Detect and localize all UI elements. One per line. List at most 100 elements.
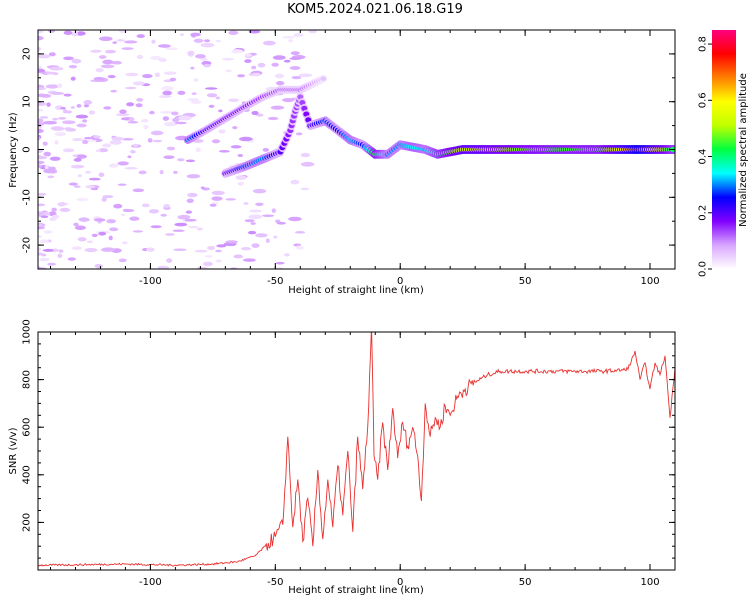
y-tick-label: -20: [22, 237, 33, 253]
spectrogram-speckle: [127, 155, 132, 159]
spectrogram-speckle: [45, 71, 58, 75]
spectrogram-speckle: [100, 64, 115, 69]
colorbar-tick-label: 0.6: [698, 92, 709, 108]
spectrogram-speckle: [143, 124, 149, 130]
spectrogram-speckle: [243, 202, 249, 205]
spectrogram-speckle: [52, 117, 59, 121]
snr-x-label: Height of straight line (km): [288, 585, 424, 596]
spectrogram-speckle: [283, 59, 291, 63]
spectrogram-speckle: [251, 65, 257, 70]
spectrogram-speckle: [117, 183, 127, 186]
spectrogram-speckle: [38, 46, 42, 52]
y-tick-label: 10: [22, 95, 33, 108]
spectrogram-speckle: [65, 110, 72, 114]
spectrogram-speckle: [104, 49, 117, 54]
spectrogram-speckle: [289, 57, 302, 60]
spectrogram-speckle: [99, 36, 113, 42]
spectrogram-speckle: [124, 40, 138, 44]
spectrogram-speckle: [288, 216, 302, 222]
spectrogram-speckle: [46, 102, 51, 107]
spectrogram-speckle: [102, 195, 114, 199]
spectrogram-speckle: [43, 120, 57, 125]
spectrogram-speckle: [160, 111, 174, 114]
spectrogram-speckle: [109, 227, 119, 232]
spectrogram-speckle: [74, 225, 86, 231]
spectrogram-speckle: [54, 132, 67, 137]
spectrogram-speckle: [209, 203, 217, 207]
spectrogram-speckle: [158, 95, 172, 98]
spectrogram-speckle: [151, 39, 156, 44]
spectrogram-speckle: [160, 57, 166, 63]
colorbar-tick-label: 0.4: [698, 149, 709, 165]
spectrogram-speckle: [98, 231, 107, 236]
spectrogram-speckle: [190, 32, 197, 38]
spectrogram-speckle: [58, 249, 64, 253]
spectrogram-speckle: [115, 113, 130, 117]
spectrogram-speckle: [270, 105, 285, 110]
spectrogram-speckle: [207, 245, 216, 251]
spectrogram-speckle: [42, 248, 54, 252]
spectrogram-speckle: [57, 83, 63, 89]
spectrogram-speckle: [108, 163, 119, 168]
x-tick-label: 100: [640, 276, 659, 287]
spectrogram-speckle: [86, 139, 97, 142]
x-tick-label: 0: [397, 276, 403, 287]
spectrogram-speckle: [119, 109, 127, 114]
spectrogram-speckle: [215, 39, 222, 43]
spectrogram-speckle: [150, 130, 164, 136]
spectrogram-speckle: [118, 258, 127, 263]
spectrogram-speckle: [166, 146, 176, 151]
spectrogram-speckle: [232, 126, 238, 130]
spectrogram-speckle: [111, 60, 122, 65]
spectrogram-speckle: [84, 136, 93, 140]
spectrogram-speckle: [42, 141, 48, 146]
spectrogram-speckle: [68, 65, 78, 69]
spectrogram-speckle: [38, 203, 46, 207]
x-tick-label: -50: [267, 276, 283, 287]
chart-title: KOM5.2024.021.06.18.G19: [287, 2, 463, 17]
spectrogram-speckle: [43, 168, 58, 174]
spectrogram-speckle: [65, 127, 77, 132]
spectrogram-speckle: [276, 221, 286, 225]
x-tick-label: 100: [640, 577, 659, 588]
spectrogram-speckle: [48, 30, 55, 33]
spectrogram-speckle: [177, 90, 186, 96]
spectrogram-speckle: [195, 147, 201, 153]
spectrogram-speckle: [248, 214, 263, 220]
spectrogram-speckle: [208, 104, 215, 108]
spectrogram-speckle: [162, 116, 170, 121]
spectrogram-speckle: [249, 209, 262, 213]
spectrogram-speckle: [38, 136, 41, 141]
spectrogram-speckle: [63, 56, 74, 61]
spectrogram-speckle: [135, 103, 143, 108]
spectrogram-speckle: [237, 181, 244, 186]
spectrogram-speckle: [146, 247, 155, 252]
spectrogram-speckle: [82, 139, 89, 145]
spectrogram-speckle: [228, 98, 240, 102]
spectrogram-speckle: [93, 218, 106, 222]
spectrogram-speckle: [110, 89, 118, 93]
spectrogram-speckle: [38, 87, 47, 91]
spectrogram-speckle: [161, 86, 174, 91]
colorbar-tick-label: 0.2: [698, 205, 709, 221]
snr-marks: [38, 332, 675, 567]
spectrogram-speckle: [63, 93, 72, 97]
spectrogram-speckle: [193, 78, 199, 82]
snr-series-line: [38, 332, 675, 567]
spectrogram-speckle: [173, 170, 178, 174]
spectrogram-speckle: [169, 77, 177, 82]
spectrogram-speckle: [174, 121, 187, 125]
spectrogram-speckle: [211, 196, 223, 201]
spectrogram-speckle: [262, 214, 275, 218]
spectrogram-speckle: [275, 80, 285, 86]
spectrogram-speckle: [141, 203, 150, 208]
spectrogram-speckle: [222, 57, 235, 61]
spectrogram-speckle: [71, 31, 79, 37]
spectrogram-speckle: [300, 187, 310, 191]
spectrogram-speckle: [291, 75, 302, 80]
spectrogram-speckle: [78, 217, 90, 222]
spectrogram-speckle: [90, 49, 102, 53]
y-tick-label: 600: [22, 418, 33, 437]
spectrogram-speckle: [215, 96, 221, 100]
spectrogram-speckle: [196, 227, 203, 231]
